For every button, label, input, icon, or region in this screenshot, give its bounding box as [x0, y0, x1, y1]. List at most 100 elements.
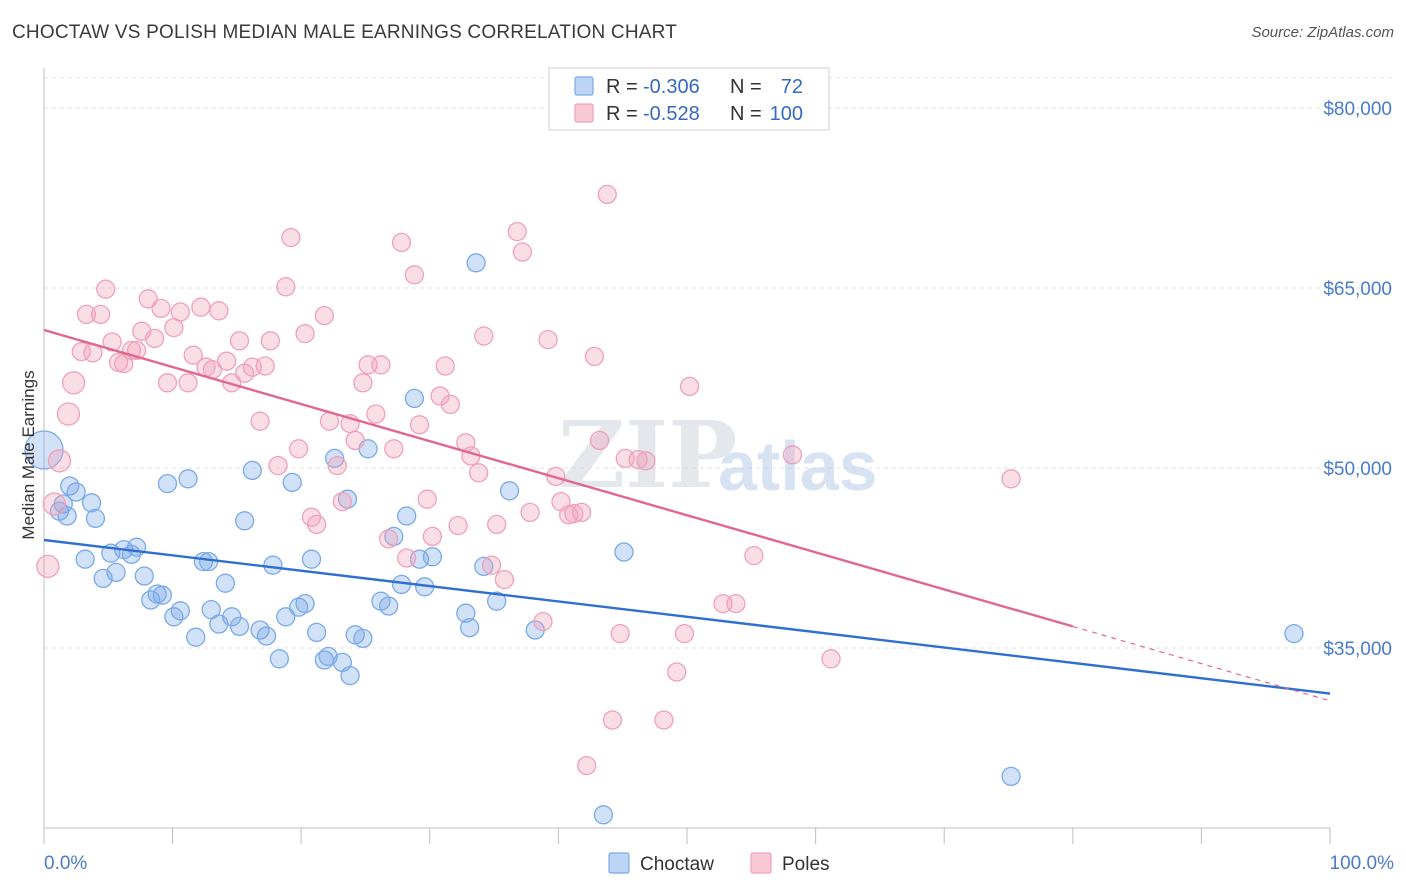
choctaw-point	[1001, 766, 1021, 787]
choctaw-point	[276, 607, 296, 627]
poles-point	[191, 297, 211, 317]
legend-r-value-choctaw: -0.306	[643, 76, 700, 98]
choctaw-point	[404, 388, 425, 409]
choctaw-point	[422, 547, 443, 567]
legend-n-label-poles: N =	[730, 103, 762, 125]
choctaw-point	[263, 555, 283, 575]
choctaw-point	[186, 627, 206, 647]
poles-point	[674, 623, 695, 644]
choctaw-point	[306, 622, 327, 643]
poles-point	[47, 449, 72, 473]
poles-point	[391, 232, 412, 253]
poles-point	[520, 502, 540, 523]
choctaw-point	[487, 591, 507, 611]
correlation-legend: R = -0.306 N = 72 R = -0.528 N = 100	[548, 67, 830, 131]
choctaw-point	[53, 494, 73, 514]
poles-point	[422, 526, 443, 547]
choctaw-point	[593, 805, 614, 825]
poles-point	[384, 439, 404, 459]
poles-point	[281, 227, 301, 248]
choctaw-point	[178, 469, 198, 489]
poles-point	[260, 331, 280, 351]
poles-point	[628, 449, 648, 470]
series-legend: Choctaw Poles	[608, 852, 830, 875]
poles-point	[744, 545, 764, 566]
y-tick-label-2: $65,000	[1323, 279, 1392, 300]
choctaw-point	[229, 616, 250, 637]
poles-point	[512, 242, 533, 262]
choctaw-point	[81, 493, 102, 513]
legend-swatch-choctaw	[574, 76, 594, 96]
poles-point	[345, 430, 365, 451]
choctaw-trend-line	[43, 538, 1331, 695]
poles-point	[234, 363, 255, 383]
y-tick-labels: $35,000 $50,000 $65,000 $80,000	[1323, 99, 1392, 660]
choctaw-point	[256, 626, 277, 646]
choctaw-point	[234, 511, 255, 531]
choctaw-point	[456, 603, 476, 623]
choctaw-point	[222, 607, 242, 627]
poles-point	[170, 302, 190, 322]
legend-n-value-poles: 100	[770, 103, 803, 125]
poles-point	[102, 332, 122, 352]
poles-point	[538, 329, 558, 350]
legend-box	[548, 67, 830, 131]
axes	[43, 68, 1331, 844]
choctaw-point	[215, 573, 235, 593]
choctaw-point	[466, 253, 486, 273]
poles-point	[481, 555, 502, 575]
poles-point	[295, 323, 315, 344]
poles-point	[679, 376, 700, 397]
choctaw-point	[295, 593, 315, 614]
poles-point	[589, 430, 610, 451]
choctaw-point	[85, 508, 106, 529]
poles-point	[366, 404, 386, 424]
poles-point	[602, 710, 623, 730]
choctaw-point	[152, 585, 172, 605]
poles-trend-line	[43, 328, 1074, 628]
poles-point	[178, 373, 198, 393]
choctaw-point	[397, 506, 417, 526]
bottom-legend-swatch-poles	[750, 852, 772, 874]
choctaw-point	[269, 649, 289, 669]
watermark-zip: ZIP	[558, 401, 737, 509]
poles-point	[564, 503, 584, 524]
choctaw-point	[460, 617, 480, 638]
y-axis-title: Median Male Earnings	[19, 370, 38, 539]
poles-point	[494, 569, 515, 590]
poles-point	[216, 351, 237, 371]
poles-point	[378, 529, 399, 549]
poles-point	[440, 394, 461, 415]
bottom-legend-swatch-choctaw	[608, 852, 630, 874]
legend-r-label-poles: R =	[606, 103, 638, 125]
poles-point	[209, 301, 229, 321]
choctaw-point	[66, 482, 86, 502]
poles-point	[654, 710, 674, 730]
poles-point	[183, 345, 203, 365]
trend-lines	[43, 328, 1331, 702]
poles-point	[250, 411, 270, 431]
choctaw-point	[353, 628, 373, 649]
poles-point	[782, 445, 803, 465]
poles-point	[404, 265, 425, 285]
poles-point	[577, 755, 597, 776]
data-points	[24, 184, 1304, 825]
choctaw-point	[499, 481, 520, 501]
x-tick-label-max: 100.0%	[1330, 853, 1395, 874]
choctaw-point	[193, 551, 214, 572]
legend-n-value-choctaw: 72	[781, 76, 803, 98]
poles-point	[507, 221, 527, 242]
poles-point	[353, 373, 373, 393]
poles-point	[157, 373, 178, 393]
choctaw-point	[242, 460, 262, 481]
legend-r-value-poles: -0.528	[643, 103, 700, 125]
poles-point	[61, 371, 86, 395]
poles-point	[222, 373, 242, 393]
choctaw-point	[126, 537, 147, 557]
poles-point	[332, 491, 353, 512]
poles-point	[474, 326, 494, 346]
choctaw-point	[614, 542, 634, 562]
choctaw-point	[1284, 623, 1304, 644]
choctaw-point	[318, 646, 338, 667]
